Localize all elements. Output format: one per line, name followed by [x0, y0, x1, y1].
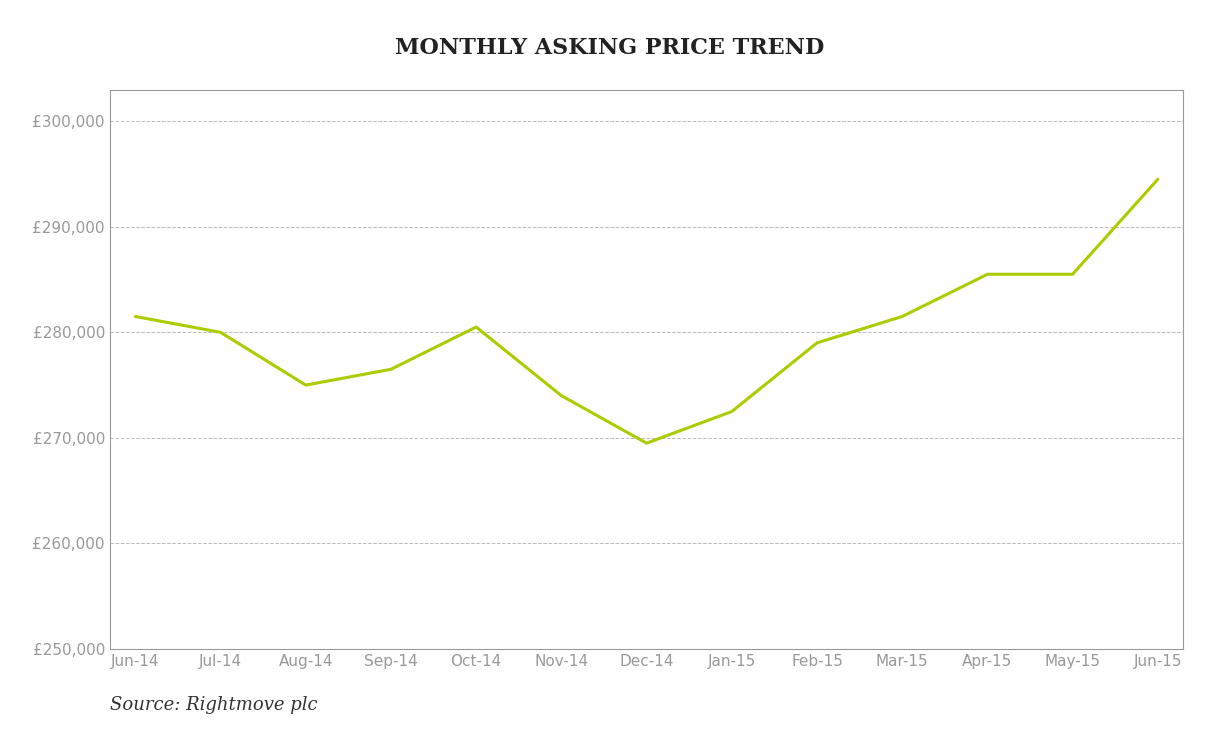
Text: MONTHLY ASKING PRICE TREND: MONTHLY ASKING PRICE TREND	[395, 37, 825, 60]
Text: Source: Rightmove plc: Source: Rightmove plc	[110, 696, 317, 714]
